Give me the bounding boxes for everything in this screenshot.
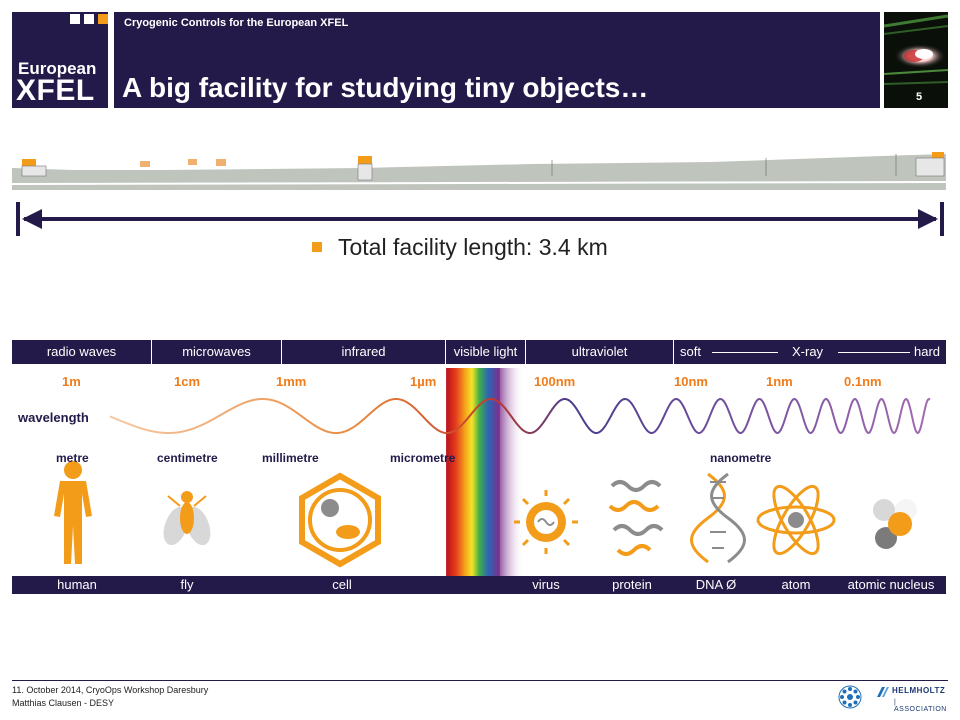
- object-cell: cell: [332, 577, 352, 592]
- title-banner: Cryogenic Controls for the European XFEL…: [114, 12, 880, 108]
- protein-icon: [608, 480, 664, 556]
- object-fly: fly: [180, 577, 194, 592]
- fly-icon: [163, 491, 211, 546]
- object-atom: atom: [781, 577, 811, 592]
- footer-date-event: 11. October 2014, CryoOps Workshop Dares…: [12, 685, 209, 695]
- band-x-ray-label: X-ray: [792, 344, 824, 359]
- band-microwaves: microwaves: [152, 340, 282, 364]
- logo-square-icon: [84, 14, 94, 24]
- logo-text-european: European: [18, 59, 97, 78]
- helmholtz-text: HELMHOLTZ: [892, 686, 946, 695]
- object-dna: DNA Ø: [695, 577, 737, 592]
- object-virus: virus: [532, 577, 560, 592]
- wavelength-10nm: 10nm: [674, 374, 708, 389]
- object-atomic-nucleus: atomic nucleus: [847, 577, 935, 592]
- band-ultraviolet: ultraviolet: [526, 340, 674, 364]
- wavelength-wave: [109, 397, 931, 435]
- virus-icon: [514, 490, 578, 554]
- scale-millimetre: millimetre: [262, 451, 319, 465]
- wavelength-1um: 1µm: [410, 374, 437, 389]
- logo-square-icon: [70, 14, 80, 24]
- x-ray-divider-left: [712, 352, 778, 353]
- band-infrared: infrared: [282, 340, 446, 364]
- helmholtz-association-text: | ASSOCIATION: [894, 699, 947, 713]
- atom-icon: [756, 484, 836, 556]
- logo-text-xfel: XFEL: [16, 74, 95, 107]
- band-radio-waves: radio waves: [12, 340, 152, 364]
- page-number: 5: [916, 91, 923, 103]
- footer-divider: [12, 680, 948, 681]
- presentation-subtitle: Cryogenic Controls for the European XFEL: [124, 17, 349, 29]
- band-x-ray: soft X-ray hard: [674, 340, 946, 364]
- scale-metre: metre: [56, 451, 89, 465]
- slide-title: A big facility for studying tiny objects…: [122, 72, 649, 103]
- object-label-bar: human fly cell virus protein DNA Ø atom …: [12, 576, 946, 594]
- scale-centimetre: centimetre: [157, 451, 218, 465]
- human-icon: [54, 461, 92, 564]
- wavelength-100nm: 100nm: [534, 374, 576, 389]
- laser-image-thumbnail: 5: [884, 12, 948, 108]
- wavelength-1cm: 1cm: [174, 374, 201, 389]
- band-visible-light: visible light: [446, 340, 526, 364]
- band-x-ray-soft: soft: [680, 344, 701, 359]
- footer-author: Matthias Clausen - DESY: [12, 698, 115, 708]
- cell-icon: [299, 472, 381, 568]
- x-ray-divider-right: [838, 352, 910, 353]
- wavelength-0-1nm: 0.1nm: [844, 374, 882, 389]
- facility-length-arrow: [10, 198, 950, 240]
- object-human: human: [57, 577, 97, 592]
- object-protein: protein: [612, 577, 652, 592]
- dna-icon: [690, 472, 746, 564]
- visible-rainbow: [446, 368, 500, 576]
- logo-square-icon: [98, 14, 108, 24]
- spectrum-band-bar: radio waves microwaves infrared visible …: [12, 340, 946, 364]
- tunnel-profile-diagram: [11, 148, 947, 196]
- spectrum-illustration: [54, 368, 931, 576]
- desy-logo-icon: [838, 685, 862, 709]
- wavelength-1mm: 1mm: [276, 374, 307, 389]
- bullet-square-icon: [312, 242, 322, 252]
- atomic-nucleus-icon: [873, 499, 917, 549]
- scale-nanometre: nanometre: [710, 451, 772, 465]
- facility-length-text: Total facility length: 3.4 km: [338, 234, 608, 260]
- helmholtz-logo-icon: HELMHOLTZ | ASSOCIATION: [876, 684, 947, 713]
- european-xfel-logo: European XFEL: [12, 12, 108, 108]
- wavelength-1nm: 1nm: [766, 374, 793, 389]
- wavelength-1m: 1m: [62, 374, 81, 389]
- band-x-ray-hard: hard: [914, 344, 941, 359]
- scale-micrometre: micrometre: [390, 451, 456, 465]
- wavelength-axis-label: wavelength: [18, 410, 89, 425]
